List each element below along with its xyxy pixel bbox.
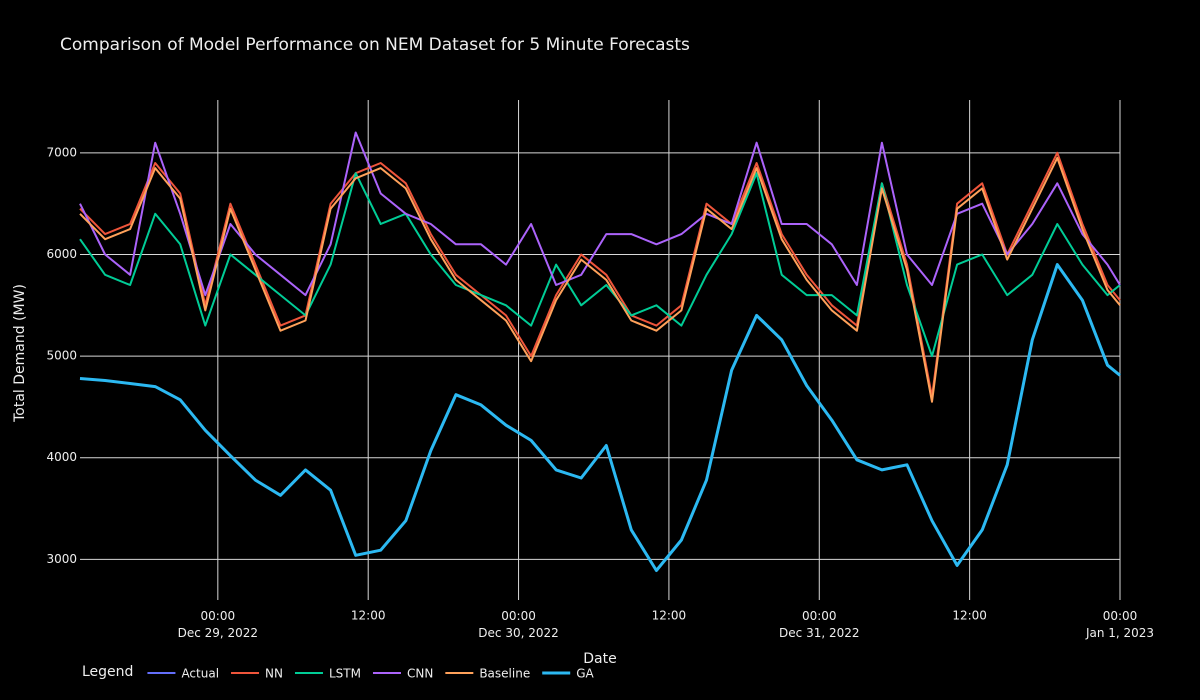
chart-title: Comparison of Model Performance on NEM D… xyxy=(60,35,690,55)
series-line xyxy=(79,156,1121,403)
y-tick-label: 7000 xyxy=(46,145,77,159)
legend-label: CNN xyxy=(407,667,433,681)
x-tick-label: 12:00 xyxy=(652,609,687,623)
legend: Legend Actual NN LSTM CNN Baseline GA xyxy=(82,664,595,681)
y-tick-label: 6000 xyxy=(46,247,77,261)
series-line xyxy=(79,263,1121,572)
x-axis-label: Date xyxy=(583,651,616,667)
x-tick-label: 00:00 Dec 31, 2022 xyxy=(779,609,859,640)
x-tick-label: 12:00 xyxy=(952,609,987,623)
y-tick-label: 3000 xyxy=(46,552,77,566)
legend-label: Actual xyxy=(181,667,219,681)
legend-label: GA xyxy=(576,667,594,681)
legend-title: Legend xyxy=(82,664,133,680)
x-tick-label: 00:00 Dec 29, 2022 xyxy=(178,609,258,640)
y-axis-label: Total Demand (MW) xyxy=(12,284,28,423)
legend-label: Baseline xyxy=(479,667,530,681)
y-tick-label: 4000 xyxy=(46,450,77,464)
series-line xyxy=(79,151,1121,398)
plot-lines xyxy=(79,131,1121,572)
y-tick-label: 5000 xyxy=(46,349,77,363)
series-line xyxy=(79,172,1121,358)
legend-label: LSTM xyxy=(329,667,361,681)
x-tick-label: 00:00 Dec 30, 2022 xyxy=(478,609,558,640)
grid: 3000 4000 5000 6000 7000 00:00 Dec 29, 2022 12:… xyxy=(46,100,1154,640)
legend-label: NN xyxy=(265,667,283,681)
x-tick-label: 12:00 xyxy=(351,609,386,623)
x-tick-label: 00:00 Jan 1, 2023 xyxy=(1085,609,1154,640)
